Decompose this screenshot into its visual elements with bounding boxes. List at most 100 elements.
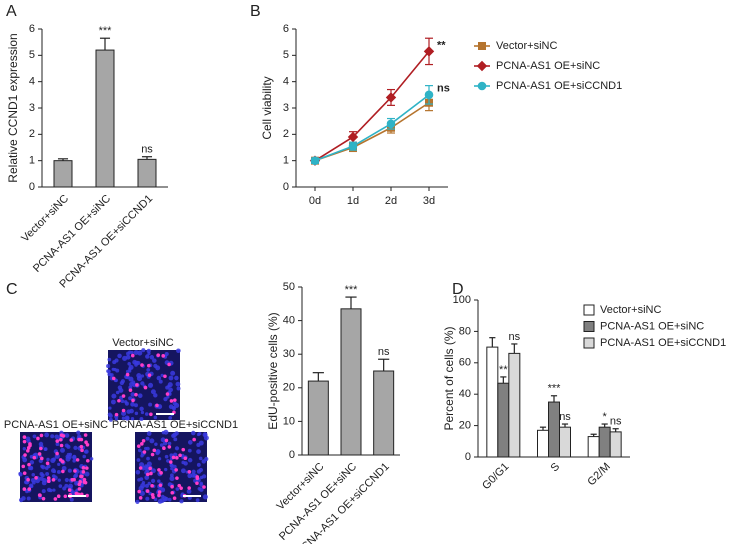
x-tick-label: 1d [347,195,359,207]
nucleus [125,416,130,421]
nucleus [32,453,37,458]
y-tick-label: 6 [29,23,35,35]
nucleus [132,359,137,365]
nucleus [120,379,125,384]
edu-cell [179,486,183,490]
nucleus [181,460,185,465]
y-tick-label: 0 [283,181,289,193]
marker [310,156,320,165]
nucleus [29,454,34,459]
nucleus [148,402,153,407]
edu-cell [114,412,119,417]
edu-cell [84,440,88,445]
nucleus [129,408,134,414]
nucleus [107,372,112,377]
edu-cell [77,487,82,491]
nucleus [151,478,156,483]
edu-cell [37,452,42,456]
nucleus [140,454,144,458]
nucleus [54,453,60,459]
nucleus [108,417,113,422]
nucleus [173,437,178,442]
nucleus [82,454,87,459]
nucleus [106,369,110,374]
edu-cell [85,493,89,498]
nucleus [130,402,135,407]
nucleus [136,376,143,382]
edu-cell [136,444,141,448]
nucleus [145,496,150,501]
nucleus [146,348,151,354]
nucleus [174,446,180,451]
y-tick-label: 50 [283,281,295,293]
y-tick-label: 80 [459,325,471,337]
edu-cell [159,471,163,475]
nucleus [170,467,174,471]
legend-swatch [583,337,595,349]
marker [477,81,487,91]
nucleus [144,475,150,480]
nucleus [166,458,170,463]
edu-cell [61,469,65,474]
nucleus [175,381,181,387]
nucleus [196,462,201,467]
y-tick-label: 40 [459,388,471,400]
nucleus [145,436,150,441]
nucleus [153,415,158,420]
edu-cell [70,477,75,482]
nucleus [203,435,209,441]
nucleus [113,367,117,372]
nucleus [18,472,23,477]
nucleus [72,455,77,460]
bar [53,160,73,188]
edu-cell [80,448,84,453]
nucleus [51,474,56,478]
x-tick-label: G0/G1 [480,461,511,492]
nucleus [135,499,140,505]
bar [307,380,329,456]
edu-cell [170,490,175,495]
edu-cell [142,450,147,454]
edu-cell [39,446,43,451]
edu-cell [59,433,64,437]
nucleus [172,432,178,438]
edu-cell [125,372,130,377]
annotation: ** [437,39,446,51]
legend-swatch [583,321,595,332]
marker [348,141,358,151]
nucleus [154,442,158,446]
edu-cell [32,455,37,460]
annotation: ns [559,411,571,423]
edu-cell [22,487,27,491]
nucleus [84,471,90,477]
nucleus [170,370,176,376]
y-tick-label: 40 [283,315,295,327]
nucleus [73,473,79,478]
nucleus [65,454,70,459]
nucleus [137,448,142,453]
panel-letter: A [6,3,17,20]
annotation: *** [99,25,113,37]
nucleus [135,469,141,475]
y-tick-label: 5 [29,49,35,61]
nucleus [54,434,59,440]
y-axis-title: Cell viability [260,76,274,139]
edu-cell [137,489,141,494]
edu-cell [150,484,154,488]
edu-cell [77,437,81,442]
nucleus [117,385,123,390]
edu-cell [157,468,161,472]
nucleus [167,497,172,502]
edu-cell [81,466,86,470]
nucleus [131,380,136,385]
edu-cell [148,466,152,471]
edu-cell [167,362,171,367]
nucleus [198,440,204,446]
marker [347,131,359,143]
edu-cell [130,353,135,358]
edu-cell [45,461,50,466]
nucleus [195,498,200,503]
x-tick-label: 3d [423,195,435,207]
nucleus [169,476,175,482]
